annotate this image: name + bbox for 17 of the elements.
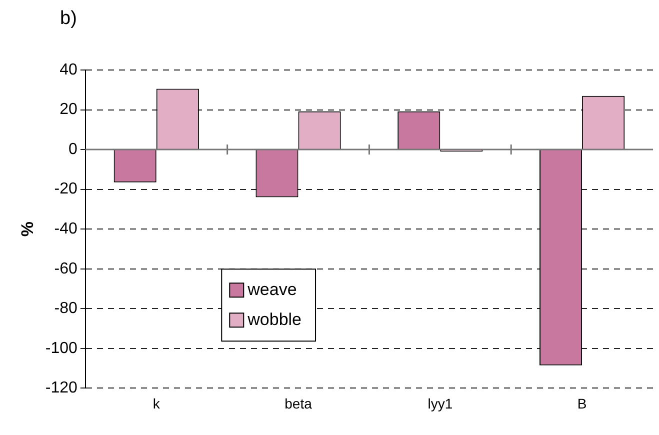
x-tick-label: B <box>577 395 587 412</box>
y-tick-label: 40 <box>60 61 78 78</box>
legend-label: wobble <box>246 310 302 329</box>
y-tick-label: -60 <box>54 260 78 278</box>
y-tick-label: -80 <box>54 300 78 318</box>
y-tick-label: -40 <box>54 220 78 238</box>
y-tick-label: 20 <box>60 101 78 118</box>
chart-title: b) <box>60 8 77 30</box>
x-tick-label: beta <box>284 395 312 412</box>
y-tick-label: -20 <box>54 180 78 198</box>
y-axis-title: % <box>18 222 37 237</box>
y-tick-label: -120 <box>45 380 78 397</box>
y-tick-label: 0 <box>68 140 78 158</box>
y-tick-label: -100 <box>45 340 78 357</box>
x-tick-label: k <box>152 395 161 412</box>
x-tick-label: lyy1 <box>428 395 453 412</box>
legend-label: weave <box>246 280 297 299</box>
